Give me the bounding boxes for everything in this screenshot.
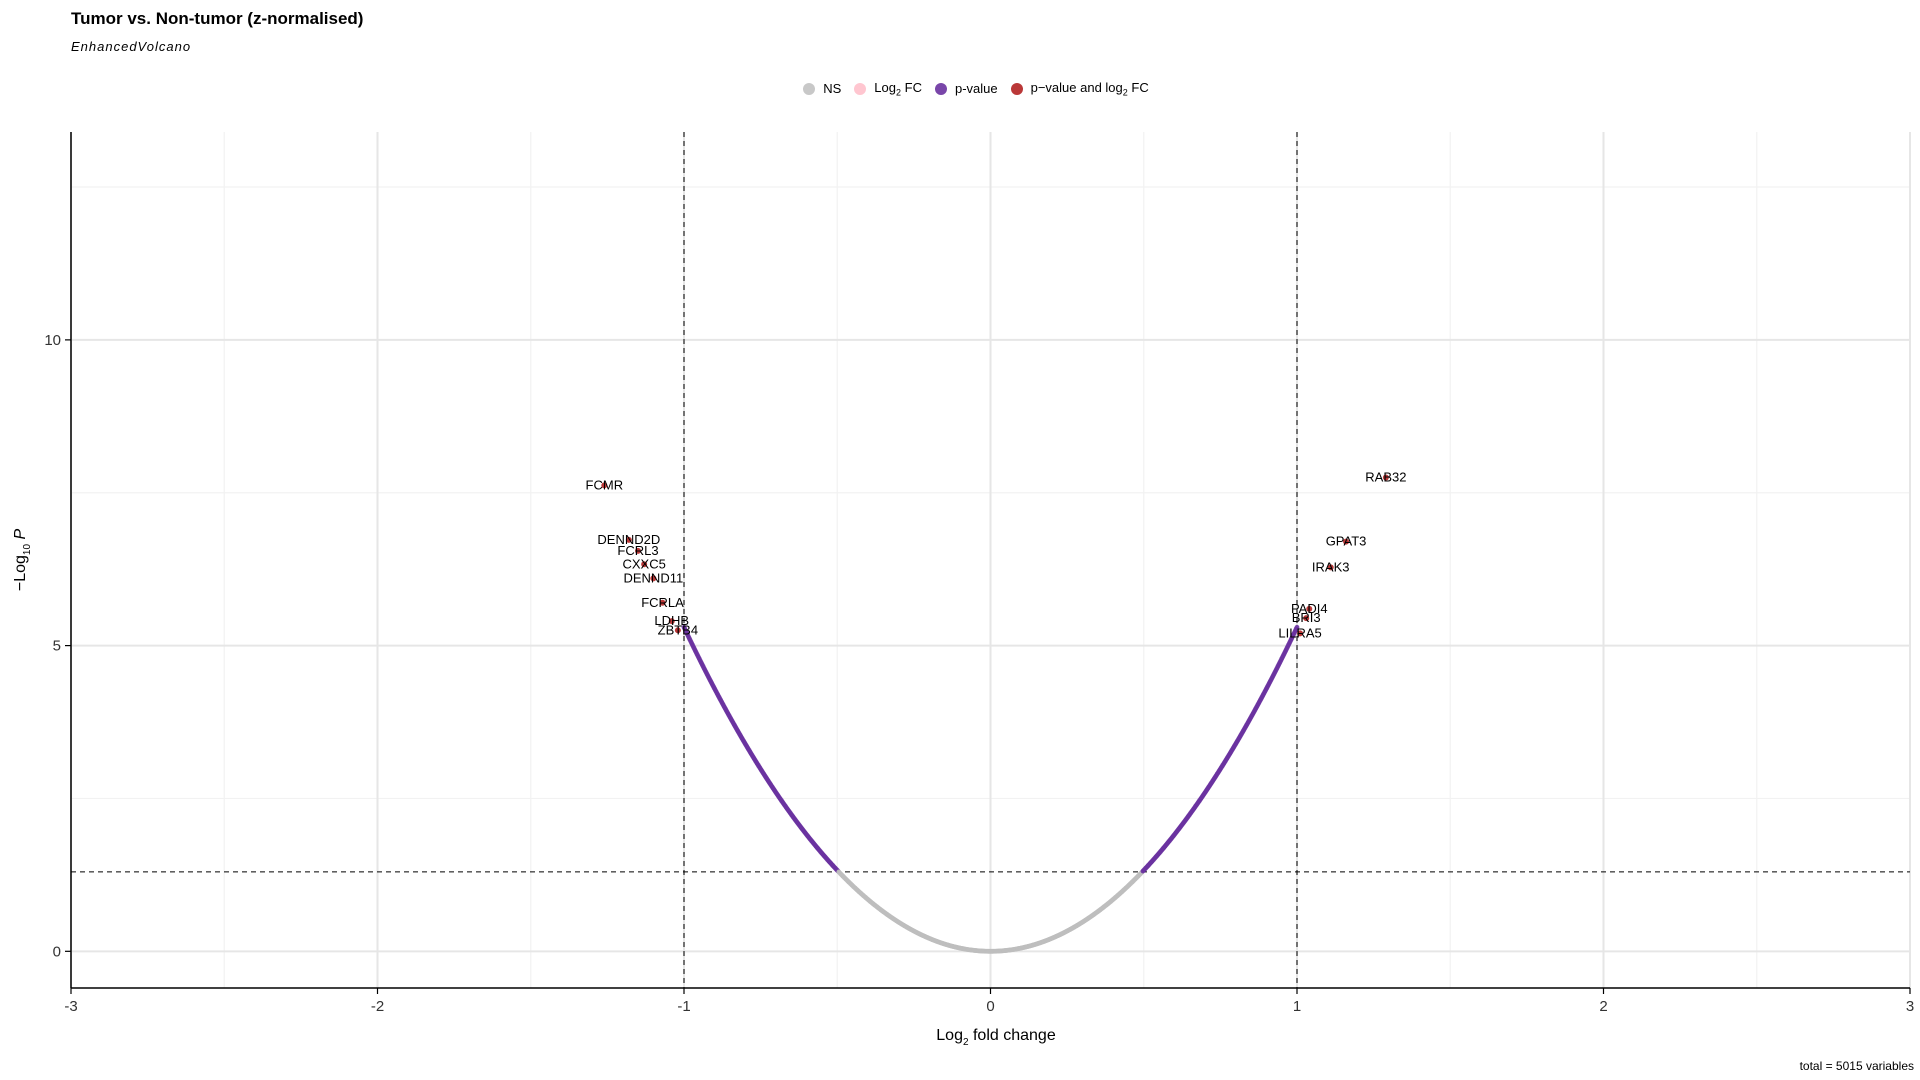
legend-swatch-ns [803, 82, 816, 95]
y-tick-label: 5 [53, 638, 61, 655]
x-tick-label: -1 [677, 998, 690, 1015]
legend-label-pvalue: p-value [954, 81, 998, 97]
point-label: RAB32 [1365, 469, 1406, 484]
caption: total = 5015 variables [1799, 1059, 1914, 1073]
cutoff-lines [71, 132, 1910, 988]
x-tick-label: 0 [986, 998, 994, 1015]
point-label: LDHB [654, 613, 689, 628]
legend-swatch-pvalue-and-log2fc [1010, 82, 1023, 95]
point-label: PADI4 [1291, 601, 1328, 616]
point-label: DENND2D [597, 532, 660, 547]
significant-point [650, 575, 657, 582]
legend: NS Log2 FC p-value p−value and log2 FC [0, 80, 1920, 98]
x-tick-label: -2 [371, 998, 384, 1015]
tick-labels: -3 -2 -1 0 1 2 3 0 5 10 [44, 332, 1914, 1015]
legend-item-pvalue-and-log2fc: p−value and log2 FC [1010, 80, 1149, 98]
point-label: LILRA5 [1278, 625, 1321, 640]
point-label: FCMR [586, 477, 624, 492]
significant-point [1382, 474, 1389, 481]
legend-swatch-log2fc [854, 82, 867, 95]
significant-point [635, 547, 642, 554]
significant-point [1303, 615, 1310, 622]
x-tick-label: 2 [1599, 998, 1607, 1015]
chart-subtitle: EnhancedVolcano [71, 39, 192, 54]
y-tick-label: 10 [44, 332, 61, 349]
x-axis-title: Log2 fold change [936, 1027, 1056, 1048]
significant-point [625, 536, 632, 543]
significant-point [1306, 605, 1313, 612]
point-label: CXXC5 [622, 556, 665, 571]
legend-item-log2fc: Log2 FC [854, 80, 922, 98]
legend-item-ns: NS [803, 81, 841, 96]
point-label: IRAK3 [1312, 559, 1350, 574]
x-tick-label: 3 [1906, 998, 1914, 1015]
point-label: ZBTB4 [658, 622, 698, 637]
point-label: DENND11 [623, 570, 683, 585]
significant-point [1343, 538, 1350, 545]
data-points [601, 474, 1389, 954]
point-label: FCRLA [641, 595, 684, 610]
point-label: GPAT3 [1326, 534, 1367, 549]
point-label: BRI3 [1292, 610, 1321, 625]
x-tick-label: 1 [1293, 998, 1301, 1015]
legend-label-pvalue-and-log2fc: p−value and log2 FC [1030, 80, 1149, 98]
y-axis-title: −Log10 P [12, 529, 33, 592]
significant-point [659, 599, 666, 606]
significant-point [668, 618, 675, 625]
significant-point [641, 561, 648, 568]
significant-point [1297, 630, 1304, 637]
point-label: FCRL3 [617, 543, 658, 558]
significant-point [1327, 564, 1334, 571]
significant-point [674, 627, 681, 634]
legend-label-log2fc: Log2 FC [874, 80, 922, 98]
legend-item-pvalue: p-value [934, 81, 998, 97]
legend-label-ns: NS [823, 81, 842, 97]
y-tick-label: 0 [53, 943, 61, 960]
legend-swatch-pvalue [934, 82, 947, 95]
x-tick-label: -3 [64, 998, 77, 1015]
data-point [1294, 624, 1300, 630]
grid-lines [70, 132, 1911, 988]
significant-point [601, 482, 608, 489]
chart-title: Tumor vs. Non-tumor (z-normalised) [71, 9, 364, 28]
